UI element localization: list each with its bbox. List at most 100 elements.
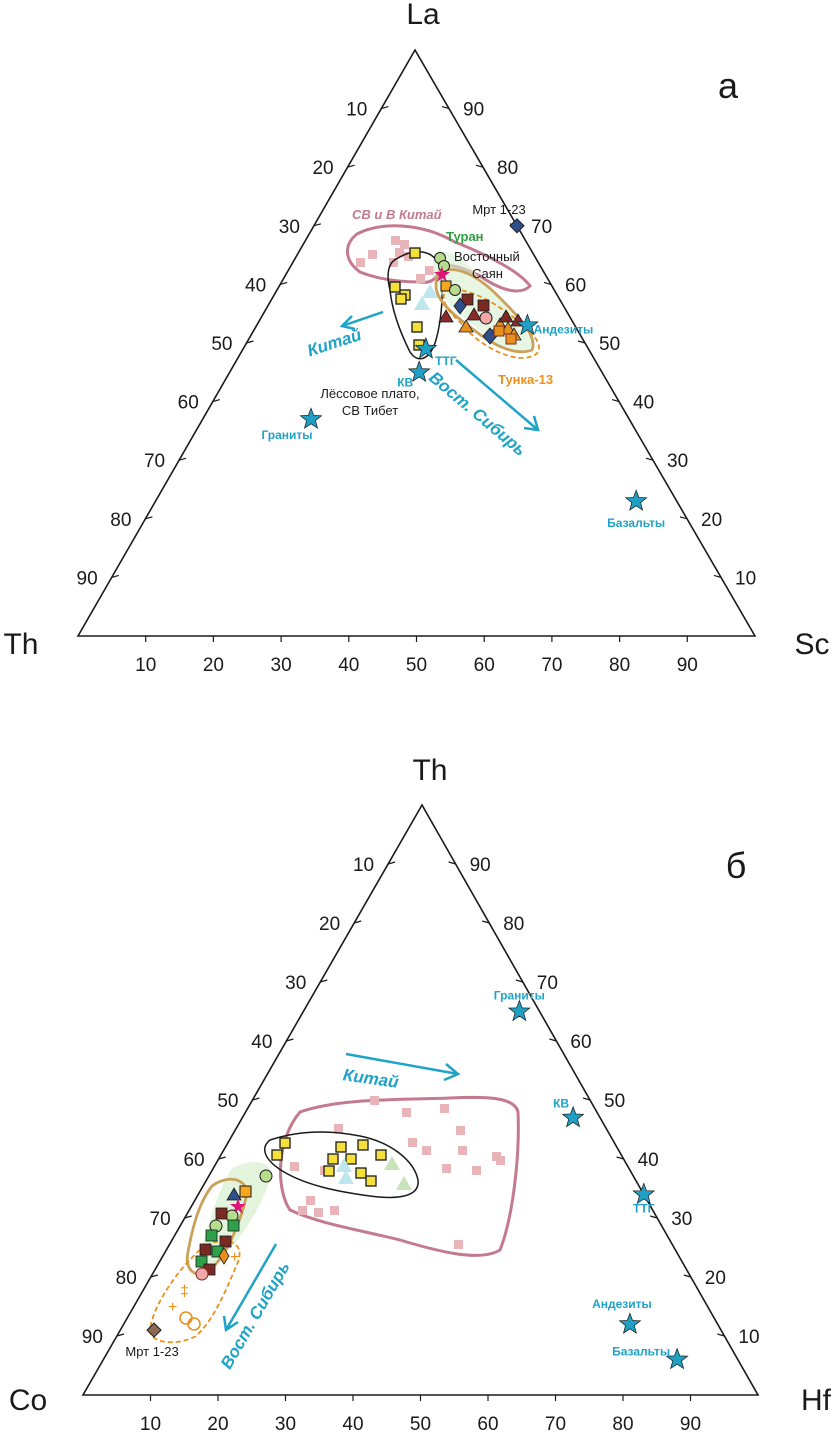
sample-point (271, 1149, 283, 1161)
sample-point (456, 1126, 465, 1135)
tick-mark (611, 399, 620, 403)
china-samples (356, 236, 434, 283)
reference-label: Граниты (494, 989, 545, 1003)
loess-samples (271, 1137, 387, 1187)
tick-label-left: 90 (77, 568, 98, 589)
arrow-label-siberia: Вост. Сибирь (217, 1258, 294, 1372)
sample-point (389, 281, 401, 293)
sample-point (384, 1156, 400, 1170)
loess-cyan-samples (414, 284, 438, 310)
ticks: 10 90 10 20 80 20 30 70 30 40 60 40 50 50 50 60 40 60 70 30… (77, 100, 757, 676)
tick-label-bottom: 20 (203, 655, 224, 676)
tick-label-left: 60 (183, 1150, 204, 1171)
sample-point (375, 1149, 387, 1161)
tick-label-right: 80 (503, 914, 524, 935)
sample-point (230, 1198, 246, 1214)
tick-label-bottom: 80 (609, 655, 630, 676)
sample-points: Мрт 1-23 (472, 202, 526, 234)
tick-label-right: 10 (735, 568, 756, 589)
sample-point (298, 1206, 307, 1215)
tick-mark (717, 1333, 725, 1337)
tick-label-right: 30 (667, 451, 688, 472)
sample-point (438, 309, 454, 323)
tick-label-left: 80 (110, 510, 131, 531)
tick-label-bottom: 50 (410, 1414, 431, 1431)
tick-mark (577, 340, 586, 344)
sample-point (416, 274, 425, 283)
tick-label-right: 10 (738, 1327, 759, 1348)
sample-points: Мрт 1-23 (125, 1322, 179, 1359)
tick-label-left: 90 (82, 1327, 103, 1348)
sample-diamond (509, 218, 525, 234)
sample-point (306, 1196, 315, 1205)
tick-mark (320, 979, 328, 983)
tick-mark (246, 340, 254, 344)
tick-label-left: 80 (116, 1268, 137, 1289)
sample-point (425, 266, 434, 275)
sample-point (357, 1139, 369, 1151)
reference-label: КВ (553, 1097, 569, 1111)
loess-cyan-samples (336, 1158, 354, 1184)
trend-arrow-siberia (222, 1243, 278, 1333)
reference-label: Граниты (261, 428, 312, 442)
reference-star (665, 1347, 689, 1370)
tick-label-right: 20 (701, 510, 722, 531)
tick-mark (679, 516, 688, 520)
tick-mark (381, 106, 389, 110)
tick-label-right: 90 (463, 100, 484, 121)
tick-mark (582, 1097, 591, 1101)
sample-point (330, 1206, 339, 1215)
tick-label-bottom: 90 (677, 655, 698, 676)
sample-point (461, 293, 474, 306)
sample-point (449, 284, 461, 296)
panel-b: Th Co Hf б 10 90 10 20 80 20 30 70 30 40 60 40 50 50 5… (9, 754, 832, 1435)
reference-label: ТТГ (633, 1201, 655, 1215)
reference-label: Андезиты (534, 322, 594, 336)
tick-label-right: 80 (497, 158, 518, 179)
tick-label-bottom: 40 (342, 1414, 363, 1431)
field-sayan-label: Восточный Саян (454, 249, 520, 281)
reference-label: Андезиты (592, 1297, 652, 1311)
tick-label-left: 10 (353, 855, 374, 876)
tick-mark (387, 861, 396, 865)
sample-point (345, 1153, 357, 1165)
field-china-outline (279, 1095, 520, 1257)
trend-arrow-china (345, 1052, 461, 1082)
sample-point (199, 1243, 212, 1256)
sample-point (458, 1146, 467, 1155)
sample-point (493, 325, 505, 337)
sample-point: + (168, 1299, 177, 1316)
tick-mark (212, 399, 220, 403)
field-sayan-outline (434, 268, 535, 354)
tick-mark (683, 1274, 691, 1278)
sample-point (438, 260, 450, 272)
ticks: 10 90 10 20 80 20 30 70 30 40 60 40 50 50 50 60 40 60 70 30… (82, 855, 760, 1435)
sample-point (409, 247, 421, 259)
panel-label: а (718, 65, 739, 106)
tick-mark (286, 1038, 294, 1042)
sample-point (389, 258, 398, 267)
sample-point (477, 299, 490, 312)
tick-label-bottom: 70 (541, 655, 562, 676)
tick-label-bottom: 60 (474, 655, 495, 676)
tick-label-bottom: 10 (135, 655, 156, 676)
field-china-label: СВ и В Китай (352, 207, 442, 222)
tick-label-right: 30 (671, 1209, 692, 1230)
tick-mark (145, 516, 153, 520)
tick-label-left: 40 (251, 1032, 272, 1053)
tick-label-right: 40 (638, 1150, 659, 1171)
sample-point (422, 284, 438, 298)
reference-star (624, 489, 648, 511)
tick-label-right: 70 (531, 217, 552, 238)
reference-label: Базальты (607, 516, 665, 530)
tick-label-right: 50 (599, 334, 620, 355)
sample-point (396, 1176, 412, 1190)
field-turan-label: Туран (446, 229, 484, 244)
sample-point (187, 1317, 201, 1331)
tick-label-right: 40 (633, 393, 654, 414)
tick-label-right: 60 (565, 275, 586, 296)
reference-points: Граниты КВ ТТГ Андезиты Базальты (494, 989, 689, 1370)
tick-label-right: 60 (570, 1032, 591, 1053)
panel-a: La Th Sc а 10 90 10 20 80 20 30 70 30 40 60 40 50 50 5… (3, 0, 829, 676)
